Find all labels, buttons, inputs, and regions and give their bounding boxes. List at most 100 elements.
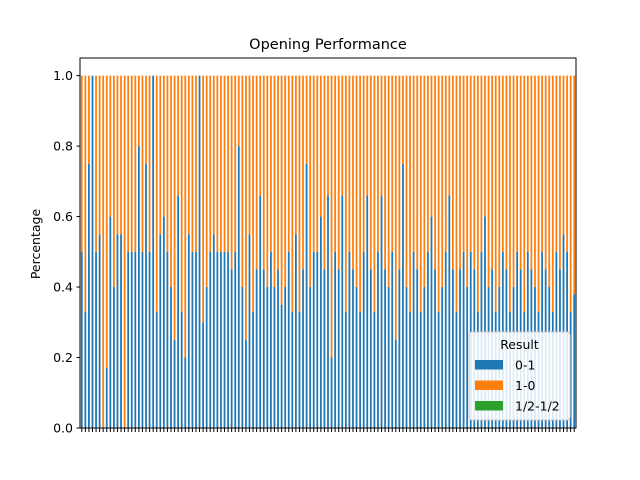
bar-segment-series-1 [448,75,451,196]
bar-segment-series-1 [419,75,422,312]
bar-segment-series-1 [266,75,269,288]
bar-segment-series-0 [373,311,376,428]
bar-segment-series-1 [287,75,290,252]
bar-segment-series-1 [88,75,90,164]
bar-segment-series-1 [230,75,233,270]
bar-segment-series-1 [270,75,272,252]
bar-segment-series-1 [95,75,97,252]
bar-segment-series-1 [441,75,444,288]
bar-segment-series-0 [234,251,237,428]
bar-segment-series-1 [223,75,226,252]
bar-segment-series-1 [248,75,251,235]
bar-segment-series-1 [173,75,176,340]
legend-label: 0-1 [515,358,535,373]
bar-segment-series-0 [437,311,440,428]
bar-segment-series-1 [316,75,319,252]
bar-segment-series-1 [362,75,365,252]
bar-segment-series-0 [152,75,155,428]
bar-segment-series-0 [212,234,215,428]
bar-segment-series-1 [105,75,108,369]
bar-segment-series-1 [237,75,240,147]
bar-segment-series-0 [405,287,408,428]
bar-segment-series-0 [88,163,90,428]
x-ticks-group [81,428,575,432]
bar-segment-series-1 [305,75,308,164]
bar-segment-series-1 [123,75,126,428]
bar-segment-series-0 [198,75,201,428]
bar-segment-series-1 [405,75,408,288]
bar-segment-series-0 [402,163,404,428]
bar-segment-series-0 [423,287,426,428]
bar-segment-series-1 [348,75,351,252]
bar-segment-series-1 [423,75,426,288]
bar-segment-series-1 [355,75,358,288]
bar-segment-series-0 [330,357,333,428]
bar-segment-series-1 [120,75,122,235]
bar-segment-series-1 [319,75,322,217]
bar-segment-series-1 [80,75,83,252]
bar-segment-series-1 [116,75,119,235]
bar-segment-series-1 [284,75,287,288]
bar-segment-series-0 [220,251,222,428]
bar-segment-series-0 [277,269,279,428]
bar-segment-series-0 [327,195,329,428]
bar-segment-series-1 [84,75,87,312]
bar-segment-series-0 [148,251,151,428]
bar-segment-series-1 [309,75,312,288]
bar-segment-series-0 [95,251,97,428]
bar-segment-series-1 [252,75,254,312]
bar-segment-series-0 [180,311,183,428]
bar-segment-series-0 [105,368,108,428]
bar-segment-series-0 [294,234,297,428]
bar-segment-series-1 [562,75,565,235]
bar-segment-series-0 [205,287,208,428]
bar-segment-series-0 [484,216,486,428]
bar-segment-series-0 [412,251,415,428]
bar-segment-series-1 [341,75,344,196]
bar-segment-series-1 [391,75,394,252]
bar-segment-series-0 [573,294,576,428]
bar-segment-series-1 [394,75,397,340]
bar-segment-series-1 [145,75,147,164]
bar-segment-series-0 [170,287,172,428]
bar-segment-series-1 [141,75,144,252]
bar-segment-series-0 [166,251,169,428]
bar-segment-series-1 [209,75,212,252]
bar-segment-series-1 [409,75,411,312]
bar-segment-series-1 [512,75,515,288]
bar-segment-series-1 [366,75,369,196]
bar-segment-series-1 [566,75,568,252]
bar-segment-series-1 [159,75,162,235]
bar-segment-series-1 [352,75,354,270]
bar-segment-series-1 [398,75,401,270]
bar-segment-series-0 [323,269,326,428]
bar-segment-series-1 [359,75,362,312]
bar-segment-series-0 [355,287,358,428]
bar-segment-series-1 [255,75,258,270]
bar-segment-series-0 [369,269,372,428]
bar-segment-series-0 [441,287,444,428]
bar-segment-series-1 [487,75,490,288]
bar-segment-series-0 [569,311,572,428]
bar-segment-series-1 [476,75,479,312]
legend: Result 0-1 1-0 1/2-1/2 [468,331,571,421]
bar-segment-series-1 [501,75,504,252]
bar-segment-series-0 [91,75,94,428]
bar-segment-series-1 [212,75,215,235]
bar-segment-series-1 [155,75,158,312]
bar-segment-series-1 [202,75,204,323]
bar-segment-series-1 [416,75,419,270]
y-tick-label: 0.8 [53,139,73,154]
y-tick-label: 0.4 [53,280,73,295]
bar-segment-series-0 [116,234,119,428]
bar-segment-series-0 [248,234,251,428]
bar-segment-series-1 [473,75,476,270]
legend-label: 1-0 [515,378,535,393]
bar-segment-series-0 [216,251,219,428]
bar-segment-series-0 [137,146,140,428]
bar-segment-series-0 [416,269,419,428]
y-tick-label: 0.2 [53,350,73,365]
bar-segment-series-1 [298,75,301,312]
bar-segment-series-1 [534,75,536,288]
